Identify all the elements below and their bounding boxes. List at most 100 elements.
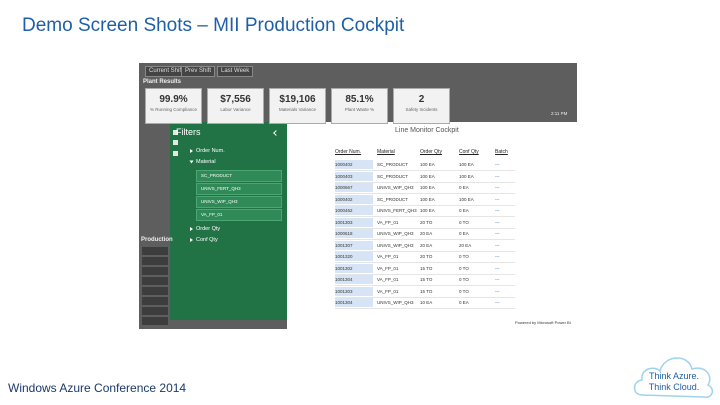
table-cell: 100 EA — [459, 173, 474, 179]
bg-row — [142, 297, 168, 305]
collapse-button[interactable] — [273, 130, 279, 136]
row-line — [335, 308, 515, 309]
table-cell: UNIVS_WIP_QH3 — [377, 300, 414, 305]
filter-item[interactable]: Conf Qty — [196, 237, 218, 243]
table-cell: 0 TO — [459, 254, 469, 259]
batch-link[interactable]: --- — [495, 254, 500, 259]
table-cell: 20 EA — [420, 231, 433, 236]
filter-option[interactable]: UNIVS_WIP_QH3 — [196, 196, 282, 208]
clock: 2:11 PM — [551, 111, 568, 116]
batch-link[interactable]: --- — [495, 219, 500, 225]
kpi-value: 2 — [418, 94, 425, 105]
logo-line: Think Azure. — [649, 371, 699, 381]
column-header[interactable]: Material — [377, 149, 395, 155]
table-cell: 1001304 — [335, 277, 353, 282]
row-selector — [335, 240, 373, 250]
column-header[interactable]: Batch — [495, 149, 508, 155]
table-cell: 1001320 — [335, 254, 353, 259]
bg-row — [142, 257, 168, 265]
batch-link[interactable]: --- — [495, 173, 500, 179]
batch-link[interactable]: --- — [495, 231, 500, 236]
tab[interactable]: Prev Shift — [181, 66, 216, 77]
table-cell: SC_PRODUCT — [377, 173, 409, 179]
row-selector — [335, 298, 373, 307]
tab[interactable]: Last Week — [217, 66, 254, 77]
expand-arrow[interactable] — [190, 238, 193, 242]
filter-item[interactable]: Order Qty — [196, 226, 221, 232]
kpi-label: % Running Compliance — [149, 107, 198, 112]
table-cell: 20 TO — [420, 254, 433, 259]
kpi-label: Plant Waste % — [344, 107, 375, 112]
batch-link[interactable]: --- — [495, 185, 500, 190]
filter-option[interactable]: UNIVS_FERT_QH3 — [196, 183, 282, 195]
table-cell: 100 EA — [459, 162, 474, 167]
row-line — [335, 181, 515, 183]
row-selector — [335, 263, 373, 273]
kpi-value: 99.9% — [159, 94, 188, 105]
filter-option[interactable]: SC_PRODUCT — [196, 170, 282, 182]
table-cell: 10 EA — [420, 300, 433, 305]
table-cell: SC_PRODUCT — [377, 196, 409, 202]
row-selector — [335, 275, 373, 284]
kpi-label: Safety Incidents — [405, 107, 438, 112]
section-label: Plant Results — [143, 79, 182, 85]
batch-link[interactable]: --- — [495, 162, 500, 167]
table-cell: UNIVS_WIP_QH3 — [377, 185, 414, 190]
bg-row — [142, 247, 168, 255]
bg-row — [142, 317, 168, 325]
kpi-label: Labor Variance — [220, 107, 251, 112]
row-selector — [335, 183, 373, 192]
filter-item[interactable]: Order Num. — [196, 148, 225, 154]
row-line — [335, 285, 515, 286]
table-cell: 20 EA — [420, 242, 433, 248]
table-cell: 1000462 — [335, 208, 353, 213]
row-line — [335, 273, 515, 275]
table-cell: 0 EA — [459, 231, 469, 236]
cockpit-panel: Line Monitor Cockpit Order Num. Material Or… — [287, 122, 577, 329]
expand-arrow[interactable] — [189, 160, 194, 164]
table-cell: 1001303 — [335, 219, 353, 225]
batch-link[interactable]: --- — [495, 196, 500, 202]
bg-row — [142, 307, 168, 315]
logo: Think Azure. Think Cloud. — [633, 357, 714, 398]
footer: Windows Azure Conference 2014 — [8, 381, 187, 395]
table-cell: 100 EA — [420, 196, 435, 202]
row-line — [335, 193, 515, 194]
row-line — [335, 204, 515, 206]
table-cell: 1001307 — [335, 242, 353, 248]
batch-link[interactable]: --- — [495, 300, 500, 305]
row-line — [335, 262, 515, 263]
batch-link[interactable]: --- — [495, 277, 500, 282]
expand-arrow[interactable] — [190, 149, 193, 153]
table-cell: 0 EA — [459, 208, 469, 213]
column-header[interactable]: Conf Qty — [459, 149, 479, 155]
table-cell: UNIVS_WIP_QH3 — [377, 231, 414, 236]
batch-link[interactable]: --- — [495, 265, 500, 271]
batch-link[interactable]: --- — [495, 208, 500, 213]
table-cell: VA_FP_01 — [377, 265, 399, 271]
slide-title: Demo Screen Shots – MII Production Cockp… — [22, 15, 405, 36]
filter-item[interactable]: Material — [196, 159, 216, 165]
table-cell: 20 TO — [420, 219, 433, 225]
row-selector — [335, 171, 373, 181]
kpi-value: $7,556 — [220, 94, 251, 105]
batch-link[interactable]: --- — [495, 288, 500, 294]
row-selector — [335, 206, 373, 215]
expand-arrow[interactable] — [190, 227, 193, 231]
column-header[interactable]: Order Num. — [335, 149, 362, 155]
cockpit-title: Line Monitor Cockpit — [395, 127, 459, 134]
column-header[interactable]: Order Qty — [420, 149, 442, 155]
table-cell: UNIVS_WIP_QH3 — [377, 242, 414, 248]
filter-option[interactable]: VA_FP_01 — [196, 209, 282, 221]
row-line — [335, 239, 515, 240]
table-cell: 0 EA — [459, 185, 469, 190]
table-cell: 1000667 — [335, 185, 353, 190]
batch-link[interactable]: --- — [495, 242, 500, 248]
row-selector — [335, 194, 373, 204]
table-cell: VA_FP_01 — [377, 288, 399, 294]
kpi-tile: $19,106 Materials Variance — [269, 88, 326, 124]
table-cell: 20 EA — [459, 242, 472, 248]
table-cell: 1001304 — [335, 300, 353, 305]
table-cell: 15 TO — [420, 265, 433, 271]
